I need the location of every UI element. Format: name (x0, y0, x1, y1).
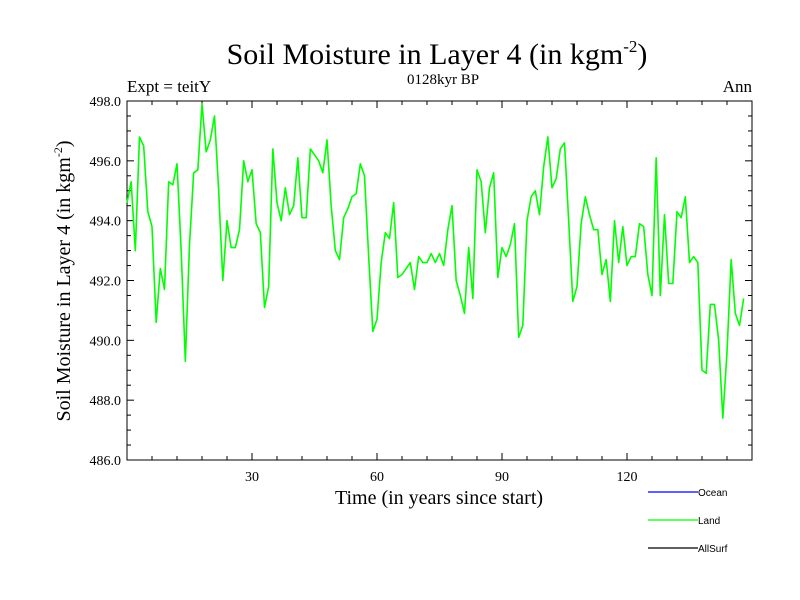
subtitle-right: Ann (723, 77, 753, 96)
y-axis-label-exponent: -2 (51, 147, 65, 157)
legend-label-allsurf: AllSurf (698, 544, 728, 555)
y-tick-label: 492.0 (90, 275, 122, 290)
x-tick-label: 90 (495, 470, 509, 485)
x-tick-label: 120 (617, 470, 638, 485)
y-tick-label: 498.0 (90, 95, 122, 110)
y-tick-label: 494.0 (90, 215, 122, 230)
legend: Ocean Land AllSurf (648, 488, 728, 555)
x-tick-label: 60 (370, 470, 384, 485)
y-tick-label: 490.0 (90, 334, 122, 349)
y-tick-label: 486.0 (90, 454, 122, 469)
y-axis-label-tail: ) (53, 140, 75, 147)
chart-title: Soil Moisture in Layer 4 (in kgm-2) (227, 37, 648, 71)
plot-frame (126, 100, 753, 461)
subtitle-center: 0128kyr BP (407, 72, 479, 88)
y-axis-ticks: 486.0 488.0 490.0 492.0 494.0 496.0 498.0 (90, 95, 752, 469)
x-axis-label: Time (in years since start) (335, 487, 543, 509)
legend-label-ocean: Ocean (698, 488, 727, 499)
x-axis-ticks: 30 60 90 120 (151, 101, 728, 485)
y-tick-label: 496.0 (90, 155, 122, 170)
legend-label-land: Land (698, 516, 720, 527)
chart-title-exponent: -2 (623, 37, 637, 56)
land-series-line (126, 103, 745, 419)
y-tick-label: 488.0 (90, 394, 122, 409)
chart-title-text: Soil Moisture in Layer 4 (in kgm (227, 38, 624, 71)
y-axis-label: Soil Moisture in Layer 4 (in kgm-2) (51, 140, 75, 421)
y-axis-label-text: Soil Moisture in Layer 4 (in kgm (53, 157, 75, 422)
chart-title-tail: ) (637, 38, 647, 71)
subtitle-left: Expt = teitY (127, 77, 211, 96)
x-tick-label: 30 (245, 470, 259, 485)
